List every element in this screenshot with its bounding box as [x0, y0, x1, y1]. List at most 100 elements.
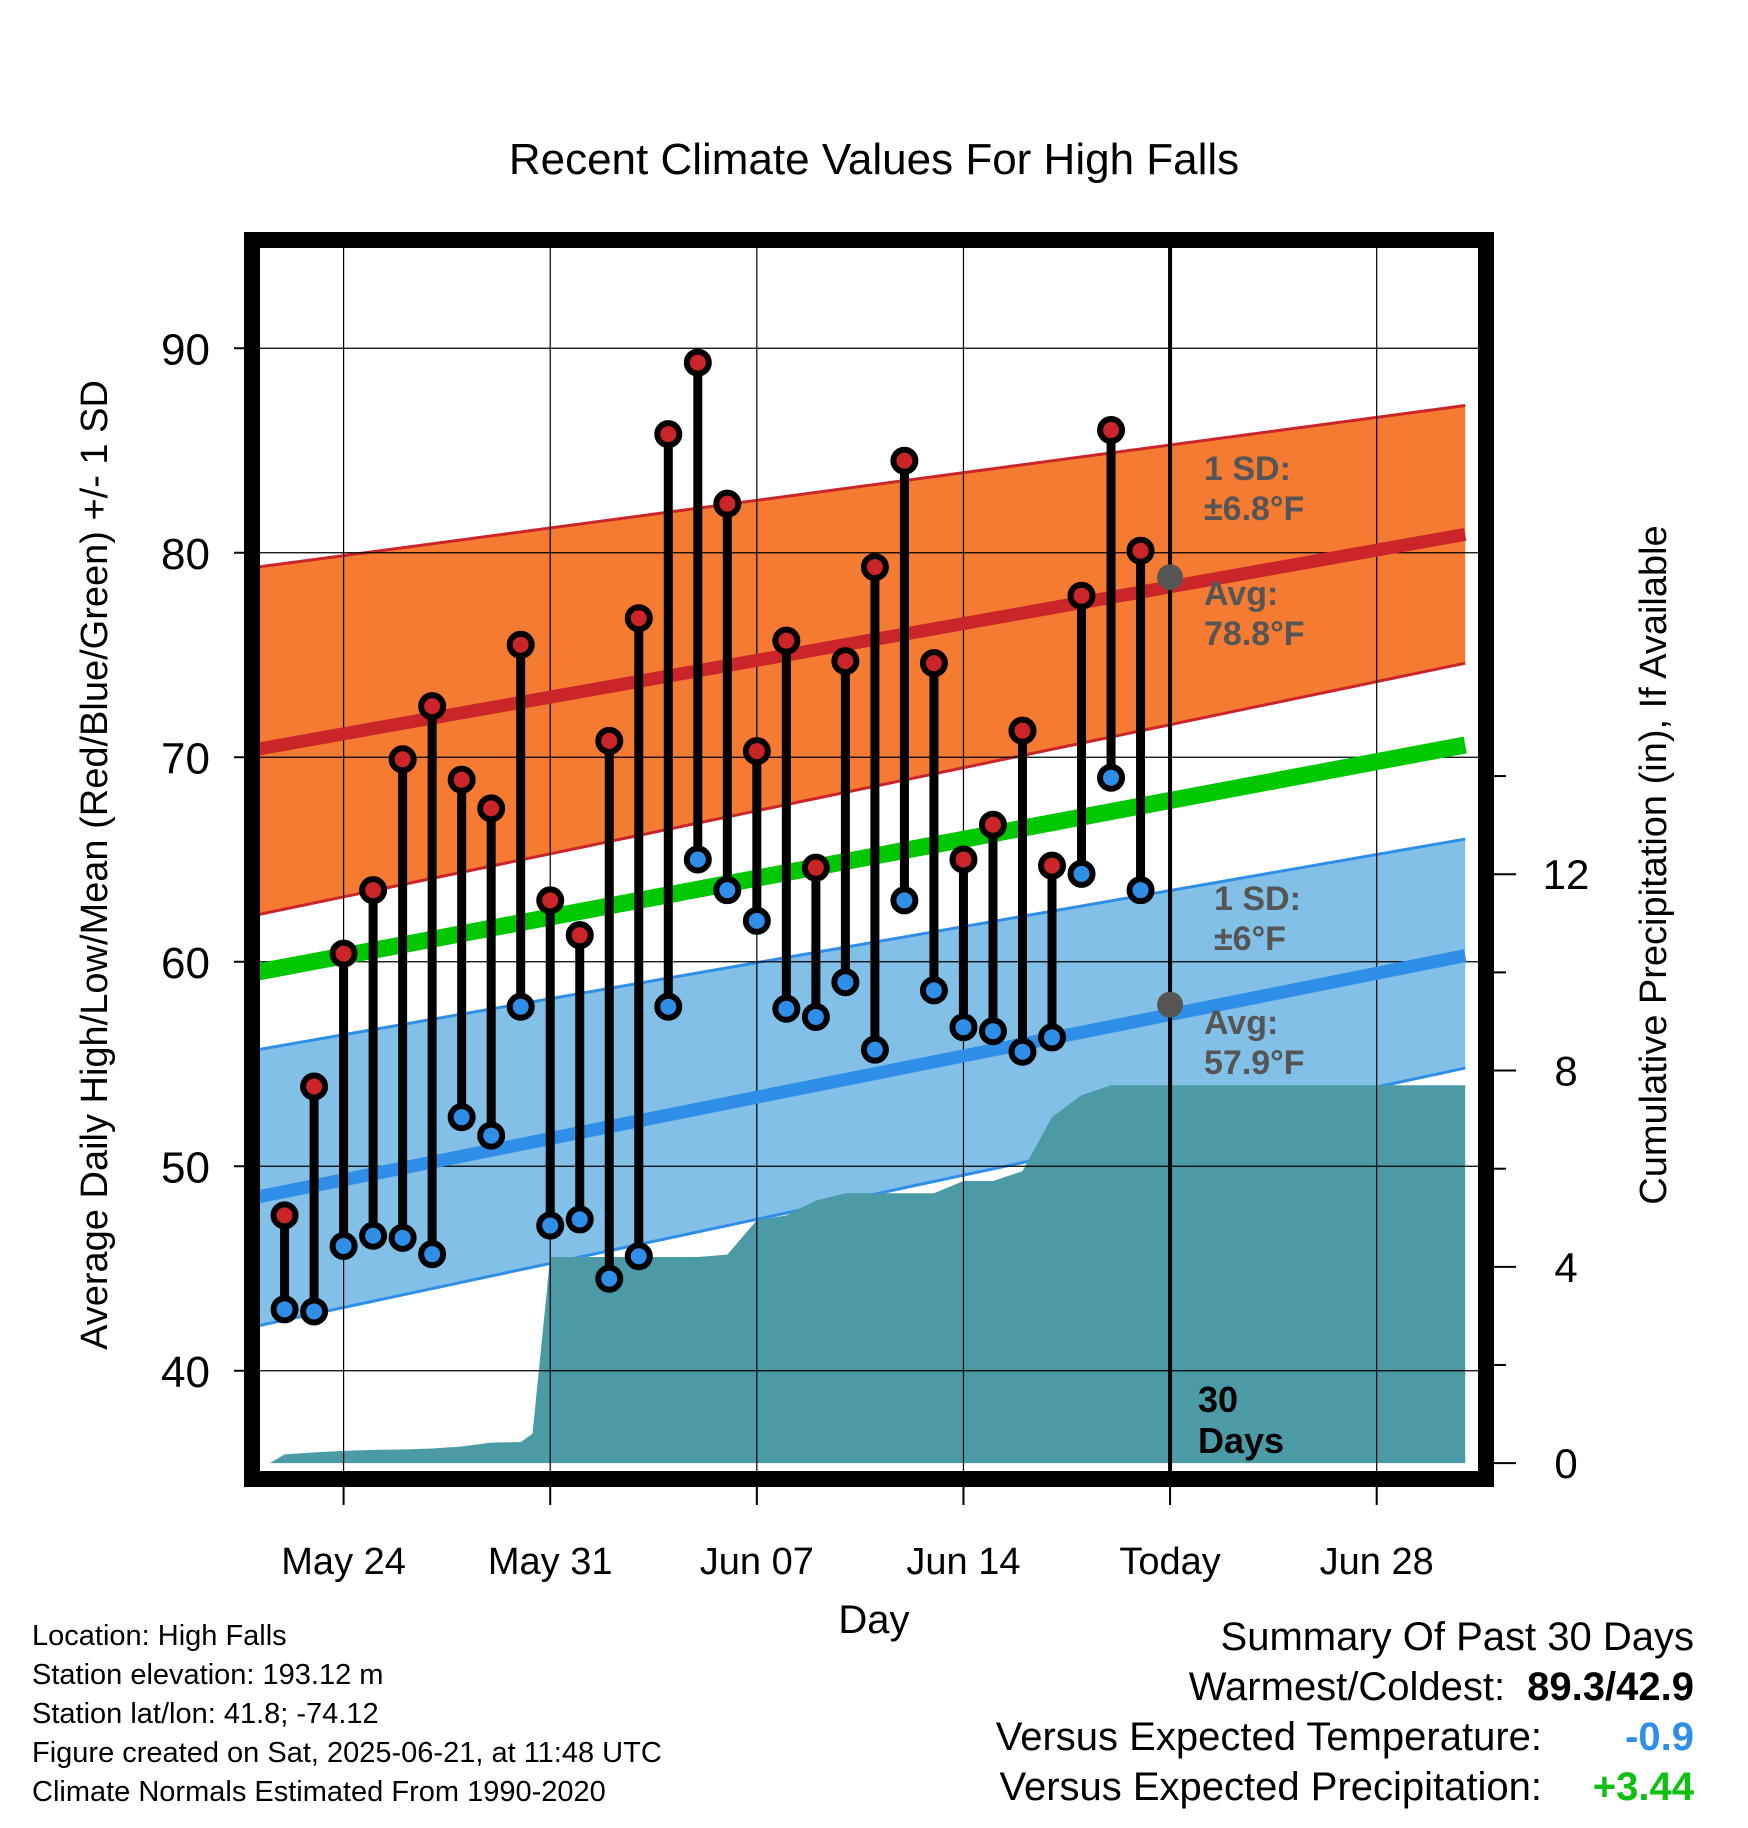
station-info: Location: High Falls Station elevation: …	[32, 1617, 662, 1812]
low-sd-value: ±6°F	[1214, 920, 1286, 958]
high-point	[890, 446, 919, 475]
window-days-unit: Days	[1198, 1420, 1284, 1461]
low-point	[978, 1017, 1007, 1046]
high-point	[1038, 851, 1067, 880]
low-point	[919, 976, 948, 1005]
warmest-label: Warmest/Coldest:	[1188, 1665, 1506, 1709]
low-point	[1038, 1023, 1067, 1052]
low-point	[713, 876, 742, 905]
low-point	[1008, 1037, 1037, 1066]
low-point	[831, 968, 860, 997]
low-point	[860, 1035, 889, 1064]
low-point	[1126, 876, 1155, 905]
high-point	[742, 737, 771, 766]
x-tick-label: May 31	[488, 1541, 613, 1583]
y-tick-label: 60	[161, 939, 210, 988]
y2-tick-label: 8	[1554, 1048, 1577, 1095]
high-point	[565, 921, 594, 950]
high-point	[713, 489, 742, 518]
precip-departure-label: Versus Expected Precipitation:	[999, 1765, 1542, 1809]
coldest-value: 42.9	[1616, 1665, 1694, 1709]
y2-tick-label: 4	[1554, 1244, 1577, 1291]
y2-tick-label: 0	[1554, 1440, 1577, 1487]
low-point	[329, 1232, 358, 1261]
temp-departure-row: Versus Expected Temperature: -0.9	[996, 1712, 1694, 1762]
plot-frame	[244, 232, 1494, 1487]
y-tick-label: 50	[161, 1143, 210, 1192]
precip-departure-value: +3.44	[1592, 1765, 1694, 1809]
low-point	[359, 1221, 388, 1250]
low-avg-marker	[1157, 991, 1184, 1018]
location-text: Location: High Falls	[32, 1620, 287, 1652]
x-tick-label: Jun 14	[906, 1541, 1020, 1583]
normals-text: Climate Normals Estimated From 1990-2020	[32, 1776, 606, 1808]
chart-title: Recent Climate Values For High Falls	[509, 135, 1239, 184]
precip-departure-row: Versus Expected Precipitation: +3.44	[996, 1762, 1694, 1812]
low-point	[300, 1297, 329, 1326]
x-axis-label: Day	[838, 1598, 909, 1642]
y-tick-label: 40	[161, 1348, 210, 1397]
low-point	[683, 845, 712, 874]
low-point	[388, 1223, 417, 1252]
high-avg-marker	[1157, 564, 1184, 591]
y2-tick-label: 12	[1543, 851, 1590, 898]
window-days-number: 30	[1198, 1379, 1238, 1420]
low-point	[595, 1264, 624, 1293]
low-point	[506, 992, 535, 1021]
low-point	[536, 1211, 565, 1240]
high-point	[1097, 416, 1126, 445]
low-point	[477, 1121, 506, 1150]
x-tick-label: Jun 28	[1320, 1541, 1434, 1583]
low-point	[1067, 859, 1096, 888]
warmest-value: 89.3	[1527, 1665, 1606, 1709]
high-avg-label: Avg:	[1204, 575, 1278, 613]
high-point	[860, 553, 889, 582]
high-point	[919, 649, 948, 678]
low-point	[742, 906, 771, 935]
high-point	[506, 630, 535, 659]
high-normal-line	[258, 527, 1467, 756]
high-point	[388, 745, 417, 774]
low-point	[624, 1242, 653, 1271]
high-point	[949, 845, 978, 874]
elevation-text: Station elevation: 193.12 m	[32, 1659, 384, 1691]
high-point	[683, 348, 712, 377]
high-sd-value: ±6.8°F	[1204, 490, 1304, 528]
low-normal-line	[258, 949, 1467, 1204]
high-point	[329, 939, 358, 968]
high-point	[447, 765, 476, 794]
summary-panel: Summary Of Past 30 Days Warmest/Coldest:…	[996, 1612, 1694, 1812]
high-point	[624, 604, 653, 633]
high-point	[536, 886, 565, 915]
y2-axis-label: Cumulative Precipitation (in), If Availa…	[1633, 525, 1675, 1204]
plot-interior	[258, 246, 1480, 1473]
low-point	[270, 1295, 299, 1324]
y-tick-label: 70	[161, 734, 210, 783]
low-sd-label: 1 SD:	[1214, 880, 1301, 918]
low-point	[565, 1205, 594, 1234]
low-point	[447, 1103, 476, 1132]
high-point	[1126, 536, 1155, 565]
low-point	[772, 994, 801, 1023]
x-tick-label: May 24	[281, 1541, 406, 1583]
high-point	[359, 876, 388, 905]
high-avg-value: 78.8°F	[1204, 615, 1305, 653]
low-point	[418, 1240, 447, 1269]
high-sd-band	[258, 405, 1466, 915]
high-point	[1008, 716, 1037, 745]
high-sd-band-upper-edge	[258, 404, 1466, 569]
high-point	[300, 1072, 329, 1101]
high-point	[595, 726, 624, 755]
high-point	[418, 692, 447, 721]
y-tick-label: 90	[161, 325, 210, 374]
low-avg-value: 57.9°F	[1204, 1044, 1305, 1082]
precipitation-area	[269, 1085, 1466, 1464]
summary-title: Summary Of Past 30 Days	[1220, 1615, 1694, 1659]
low-point	[654, 992, 683, 1021]
latlon-text: Station lat/lon: 41.8; -74.12	[32, 1698, 379, 1730]
x-tick-label: Today	[1119, 1541, 1220, 1583]
high-point	[270, 1201, 299, 1230]
high-point	[801, 853, 830, 882]
